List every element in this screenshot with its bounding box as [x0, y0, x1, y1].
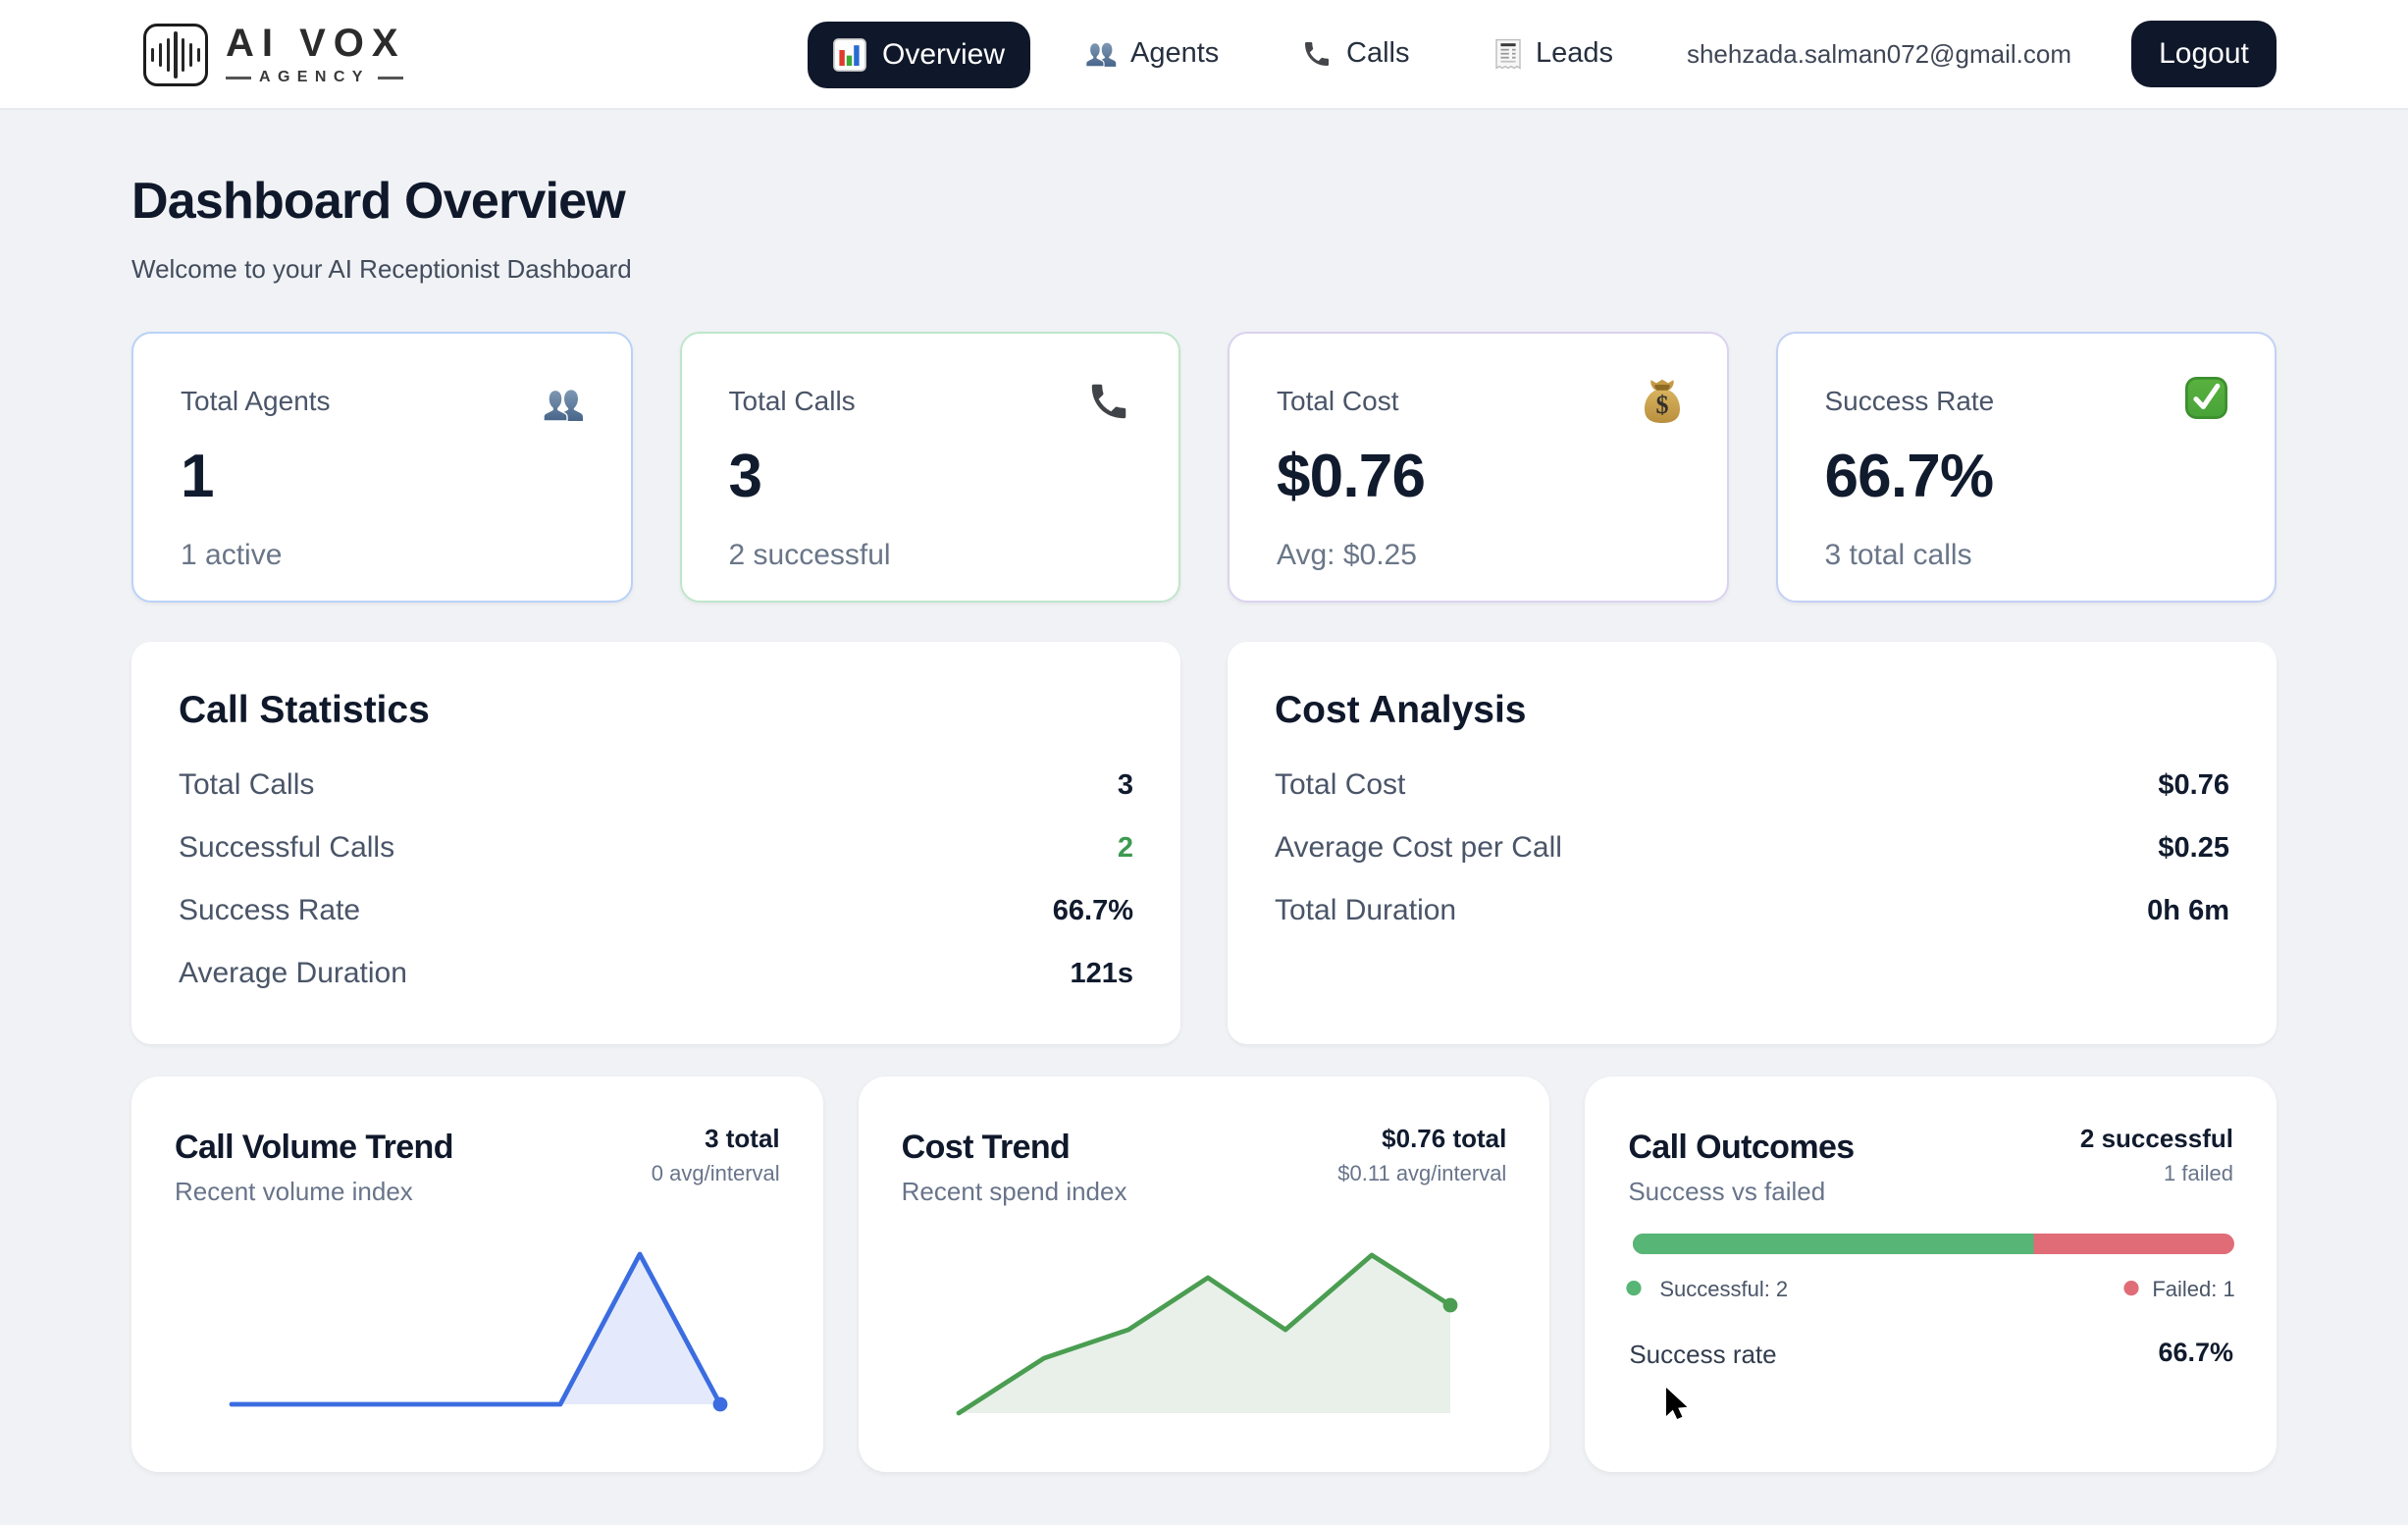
- svg-text:$: $: [1655, 391, 1668, 419]
